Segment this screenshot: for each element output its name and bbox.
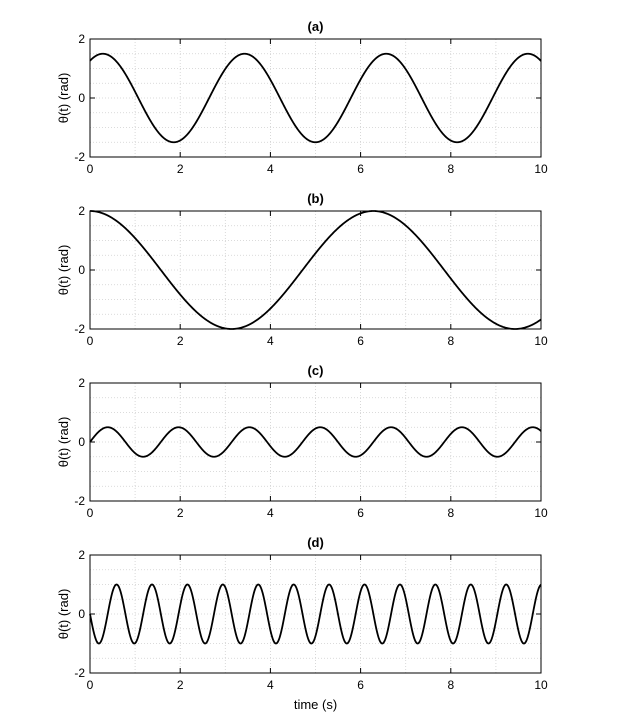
series-line xyxy=(89,210,542,330)
y-tick-label: 0 xyxy=(78,435,85,449)
series-line xyxy=(89,583,542,645)
y-tick-label: 2 xyxy=(78,376,85,390)
panel-title: (c) xyxy=(308,363,324,378)
y-tick-label: 0 xyxy=(78,607,85,621)
x-tick-label: 0 xyxy=(87,334,94,348)
panel-b: 0 2 4 6 8 10-202(b)θ(t) (rad) xyxy=(56,191,548,348)
series-line xyxy=(89,52,542,144)
panel-c: 0 2 4 6 8 10-202(c)θ(t) (rad) xyxy=(56,363,548,520)
series-line xyxy=(89,426,542,458)
panel-d: 0 2 4 6 8 10-202(d)θ(t) (rad)time (s) xyxy=(56,535,548,712)
y-tick-label: 0 xyxy=(78,263,85,277)
y-tick-label: -2 xyxy=(74,494,85,508)
x-tick-label: 6 xyxy=(357,506,364,520)
y-axis-label: θ(t) (rad) xyxy=(56,589,71,640)
x-tick-label: 10 xyxy=(534,162,548,176)
x-tick-label: 6 xyxy=(357,678,364,692)
x-tick-label: 10 xyxy=(534,678,548,692)
x-tick-label: 0 xyxy=(87,506,94,520)
x-tick-label: 2 xyxy=(177,334,184,348)
x-tick-label: 8 xyxy=(447,334,454,348)
y-tick-label: -2 xyxy=(74,150,85,164)
y-axis-label: θ(t) (rad) xyxy=(56,417,71,468)
y-axis-label: θ(t) (rad) xyxy=(56,245,71,296)
y-axis-label: θ(t) (rad) xyxy=(56,73,71,124)
y-tick-label: 2 xyxy=(78,32,85,46)
panel-title: (b) xyxy=(307,191,324,206)
y-tick-label: -2 xyxy=(74,666,85,680)
panel-title: (a) xyxy=(308,19,324,34)
y-tick-label: 2 xyxy=(78,548,85,562)
y-tick-label: 2 xyxy=(78,204,85,218)
panel-a: 0 2 4 6 8 10-202(a)θ(t) (rad) xyxy=(56,19,548,176)
x-tick-label: 8 xyxy=(447,678,454,692)
panel-title: (d) xyxy=(307,535,324,550)
x-tick-label: 6 xyxy=(357,162,364,176)
x-tick-label: 4 xyxy=(267,678,274,692)
x-tick-label: 0 xyxy=(87,678,94,692)
x-tick-label: 10 xyxy=(534,506,548,520)
x-tick-label: 4 xyxy=(267,334,274,348)
y-tick-label: -2 xyxy=(74,322,85,336)
x-tick-label: 8 xyxy=(447,506,454,520)
x-tick-label: 10 xyxy=(534,334,548,348)
x-tick-label: 2 xyxy=(177,506,184,520)
x-tick-label: 8 xyxy=(447,162,454,176)
x-tick-label: 4 xyxy=(267,506,274,520)
x-tick-label: 2 xyxy=(177,162,184,176)
x-tick-label: 2 xyxy=(177,678,184,692)
x-tick-label: 6 xyxy=(357,334,364,348)
x-tick-label: 0 xyxy=(87,162,94,176)
y-tick-label: 0 xyxy=(78,91,85,105)
x-tick-label: 4 xyxy=(267,162,274,176)
x-axis-label: time (s) xyxy=(294,697,337,712)
